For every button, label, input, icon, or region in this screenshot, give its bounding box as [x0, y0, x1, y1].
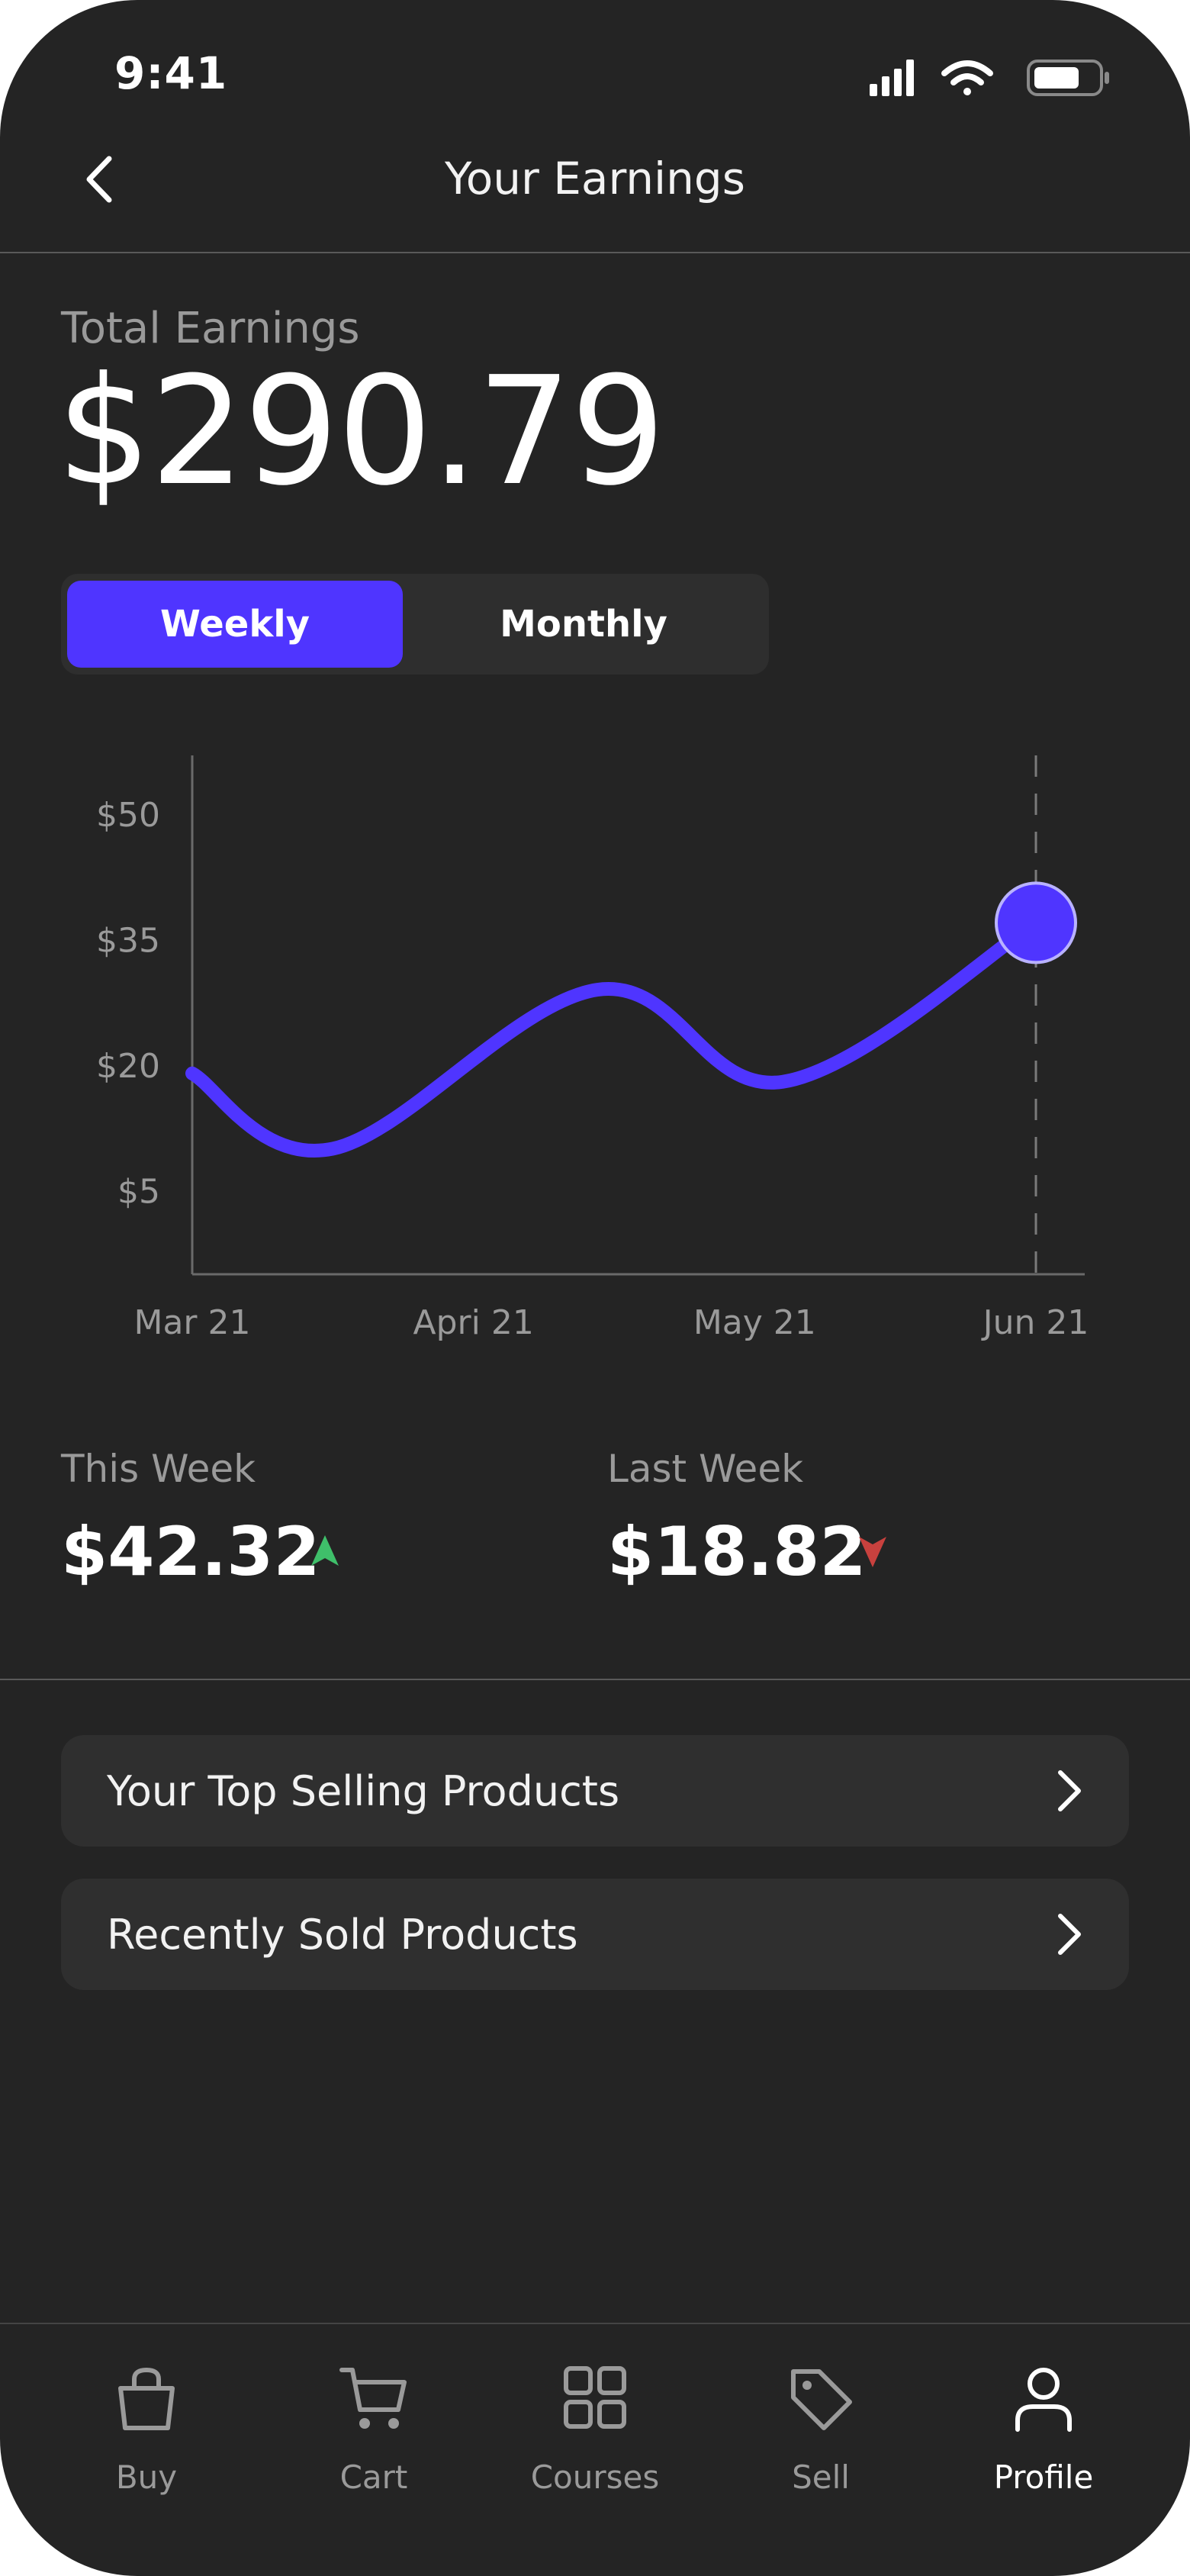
y-tick-label: $35 [96, 921, 160, 960]
chevron-right-icon [1058, 1770, 1081, 1811]
top-selling-products-label: Your Top Selling Products [107, 1766, 620, 1815]
y-tick-label: $50 [96, 796, 160, 835]
tag-icon [791, 2369, 852, 2430]
tab-profile[interactable]: Profile [952, 2347, 1135, 2515]
status-icons [870, 60, 1109, 96]
total-earnings-value: $290.79 [56, 345, 666, 519]
shopping-bag-icon [118, 2367, 175, 2430]
tab-sell[interactable]: Sell [729, 2347, 912, 2515]
battery-icon [1027, 60, 1109, 96]
highlight-point [995, 881, 1077, 964]
tab-cart-label: Cart [339, 2458, 408, 2496]
stats-divider [0, 1679, 1190, 1680]
y-tick-label: $20 [96, 1047, 160, 1086]
monthly-tab[interactable]: Monthly [500, 603, 667, 646]
x-tick-label: May 21 [693, 1303, 816, 1342]
x-tick-label: Mar 21 [134, 1303, 251, 1342]
chevron-right-icon [1058, 1914, 1081, 1955]
earnings-series-line [185, 916, 1043, 1158]
grid-icon [564, 2366, 626, 2429]
recently-sold-products-label: Recently Sold Products [107, 1910, 578, 1959]
x-tick-label: Apri 21 [413, 1303, 534, 1342]
earnings-chart-svg: $50 $35 $20 $5 Mar 21 Apri 21 May 21 Jun 21 [96, 755, 1089, 1342]
this-week-value: $42.32 [61, 1512, 320, 1591]
top-selling-products-row[interactable]: Your Top Selling Products [61, 1735, 1129, 1847]
this-week-label: This Week [61, 1447, 256, 1491]
user-icon [1015, 2368, 1072, 2432]
wifi-icon [941, 60, 993, 95]
tab-buy-label: Buy [115, 2458, 178, 2496]
weekly-tab[interactable]: Weekly [67, 581, 403, 668]
tab-courses[interactable]: Courses [503, 2347, 687, 2515]
earnings-chart: $50 $35 $20 $5 Mar 21 Apri 21 May 21 Jun 21 [0, 733, 1190, 1358]
tab-sell-label: Sell [792, 2458, 850, 2496]
status-time: 9:41 [114, 47, 228, 99]
chevron-left-icon [86, 156, 112, 203]
page-title: Your Earnings [445, 153, 745, 204]
total-earnings-label: Total Earnings [61, 304, 360, 353]
last-week-label: Last Week [607, 1447, 804, 1491]
tab-buy[interactable]: Buy [55, 2347, 238, 2515]
header-divider [0, 252, 1190, 253]
x-tick-label: Jun 21 [981, 1303, 1089, 1342]
tab-profile-label: Profile [993, 2458, 1094, 2496]
tab-cart[interactable]: Cart [282, 2347, 465, 2515]
cart-icon [339, 2368, 407, 2429]
signal-icon [870, 60, 914, 96]
trend-up-icon [311, 1535, 339, 1566]
tab-courses-label: Courses [530, 2458, 660, 2496]
back-button[interactable] [69, 145, 130, 214]
trend-down-icon [859, 1537, 886, 1567]
y-tick-label: $5 [117, 1172, 160, 1211]
last-week-value: $18.82 [607, 1512, 867, 1591]
recently-sold-products-row[interactable]: Recently Sold Products [61, 1879, 1129, 1990]
period-toggle: Weekly Monthly [61, 574, 769, 675]
tab-bar: Buy Cart Courses Sell [0, 2323, 1190, 2576]
